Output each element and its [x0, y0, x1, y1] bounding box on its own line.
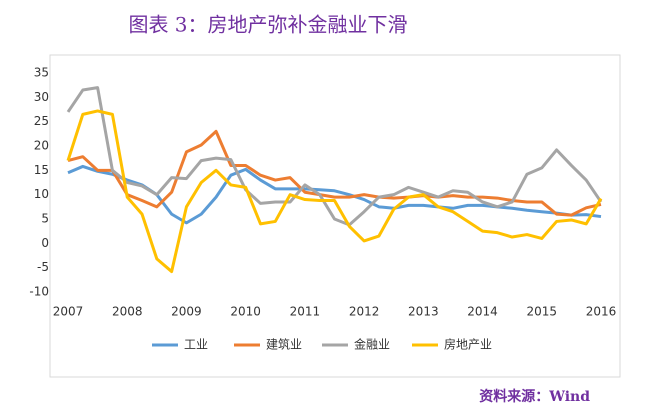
y-tick-label: 0: [41, 236, 49, 250]
y-tick-label: -10: [29, 285, 49, 299]
y-tick-label: 25: [34, 114, 49, 128]
y-tick-label: 5: [41, 212, 49, 226]
legend-label: 金融业: [354, 337, 390, 352]
y-tick-label: -5: [37, 260, 49, 274]
x-tick-label: 2010: [230, 305, 261, 319]
x-tick-label: 2016: [586, 305, 617, 319]
x-tick-label: 2014: [467, 305, 498, 319]
x-tick-label: 2007: [53, 305, 84, 319]
x-tick-label: 2009: [171, 305, 202, 319]
series-line: [67, 164, 602, 225]
legend-label: 建筑业: [266, 337, 302, 352]
y-tick-label: 20: [34, 139, 49, 153]
x-tick-label: 2008: [112, 305, 143, 319]
chart-title: 图表 3：房地产弥补金融业下滑: [128, 13, 407, 37]
x-tick-label: 2015: [527, 305, 558, 319]
y-tick-label: 35: [34, 66, 49, 80]
chart-frame: [49, 54, 621, 378]
y-tick-label: 10: [34, 187, 49, 201]
series-line: [66, 109, 603, 274]
y-tick-label: 30: [34, 90, 49, 104]
legend-label: 工业: [184, 338, 208, 352]
x-tick-label: 2013: [408, 305, 439, 319]
legend-label: 房地产业: [444, 337, 492, 352]
y-tick-label: 15: [34, 163, 49, 177]
series-line: [66, 86, 603, 227]
x-tick-label: 2012: [349, 305, 380, 319]
x-tick-label: 2011: [290, 305, 321, 319]
source: 资料来源：Wind: [479, 388, 590, 405]
